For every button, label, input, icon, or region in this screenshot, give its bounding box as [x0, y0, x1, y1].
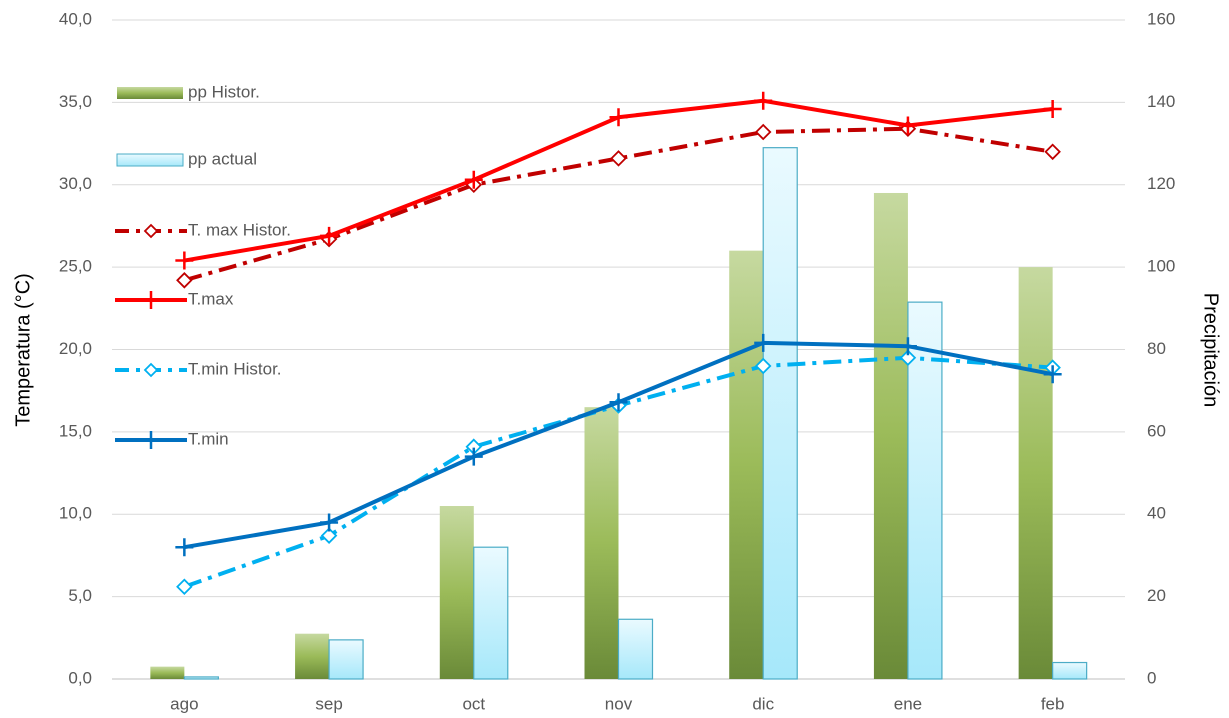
- bar: [439, 506, 474, 679]
- x-tick-label: oct: [462, 694, 485, 713]
- legend-swatch: [116, 153, 184, 167]
- y2-tick-label: 0: [1147, 668, 1156, 687]
- marker: [1043, 365, 1062, 384]
- y-tick-label: 40,0: [59, 9, 92, 28]
- y-tick-label: 20,0: [59, 339, 92, 358]
- marker: [609, 393, 628, 412]
- legend-swatch: [117, 87, 183, 99]
- x-tick-label: ene: [894, 694, 922, 713]
- y2-tick-label: 60: [1147, 421, 1166, 440]
- bar: [150, 666, 185, 679]
- y2-axis-title: Precipitación: [1200, 293, 1222, 408]
- marker: [898, 116, 917, 135]
- legend-marker: [142, 291, 160, 309]
- y2-tick-label: 100: [1147, 257, 1175, 276]
- bar: [1018, 267, 1053, 679]
- marker: [754, 333, 773, 352]
- bar: [473, 546, 509, 680]
- legend-label: T.min Histor.: [188, 359, 282, 378]
- legend-label: T.min: [188, 429, 229, 448]
- legend-marker: [143, 223, 159, 239]
- y-tick-label: 0,0: [68, 668, 92, 687]
- y-tick-label: 10,0: [59, 504, 92, 523]
- legend-label: pp Histor.: [188, 82, 260, 101]
- bar: [617, 618, 654, 680]
- marker: [175, 538, 194, 557]
- marker: [464, 447, 483, 466]
- marker: [176, 578, 193, 596]
- x-tick-label: dic: [752, 694, 774, 713]
- x-tick-label: ago: [170, 694, 198, 713]
- marker: [754, 123, 772, 141]
- marker: [176, 272, 193, 289]
- legend-label: T. max Histor.: [188, 220, 291, 239]
- y-tick-label: 35,0: [59, 92, 92, 111]
- marker: [175, 251, 194, 270]
- marker: [754, 91, 773, 110]
- bar: [328, 639, 364, 680]
- bar: [873, 192, 908, 680]
- x-tick-label: feb: [1041, 694, 1065, 713]
- y2-tick-label: 40: [1147, 504, 1166, 523]
- marker: [898, 337, 917, 356]
- bar: [762, 147, 798, 680]
- marker: [464, 170, 483, 189]
- bar: [729, 250, 764, 679]
- marker: [320, 527, 338, 544]
- bar: [584, 407, 619, 679]
- legend-marker: [142, 431, 160, 449]
- marker: [1043, 99, 1062, 118]
- bar: [183, 676, 219, 680]
- y2-tick-label: 140: [1147, 92, 1175, 111]
- marker: [1044, 143, 1061, 161]
- y-tick-label: 30,0: [59, 174, 92, 193]
- legend-label: T.max: [188, 289, 234, 308]
- y-tick-label: 15,0: [59, 421, 92, 440]
- x-tick-label: sep: [315, 694, 342, 713]
- marker: [610, 150, 627, 167]
- bar: [1052, 661, 1088, 680]
- y2-tick-label: 160: [1147, 9, 1175, 28]
- y2-tick-label: 80: [1147, 339, 1166, 358]
- y2-tick-label: 20: [1147, 586, 1166, 605]
- y-tick-label: 25,0: [59, 257, 92, 276]
- bar: [907, 301, 943, 680]
- marker: [320, 513, 339, 532]
- bar: [295, 633, 330, 679]
- y-axis-title: Temperatura (°C): [12, 273, 34, 427]
- y2-tick-label: 120: [1147, 174, 1175, 193]
- marker: [320, 226, 339, 245]
- legend-label: pp actual: [188, 149, 257, 168]
- marker: [609, 108, 628, 127]
- marker: [754, 357, 772, 375]
- marker: [899, 349, 917, 367]
- legend-marker: [143, 362, 159, 378]
- x-tick-label: nov: [605, 694, 633, 713]
- y-tick-label: 5,0: [68, 586, 92, 605]
